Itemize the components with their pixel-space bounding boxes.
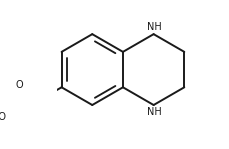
Text: HO: HO [0,112,6,122]
Text: NH: NH [146,107,161,117]
Text: NH: NH [146,22,161,32]
Text: O: O [16,80,23,90]
